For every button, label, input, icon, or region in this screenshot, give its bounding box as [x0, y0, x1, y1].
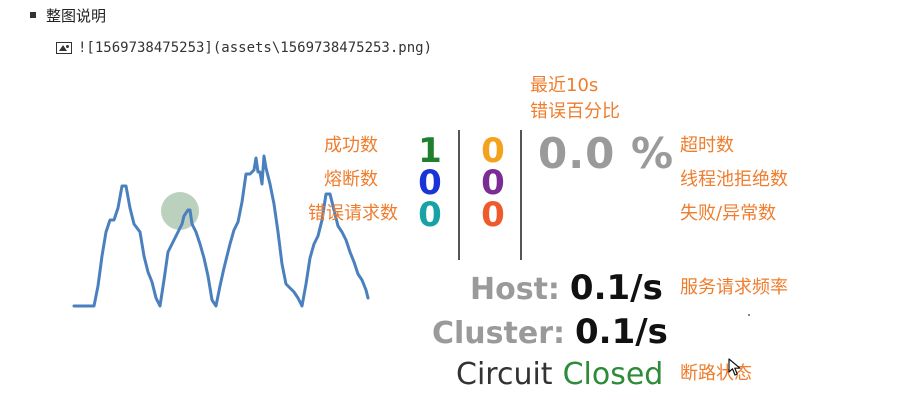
- rejected-count-value: 0: [481, 163, 505, 203]
- service-request-rate-annotation: 服务请求频率: [680, 277, 788, 298]
- mouse-pointer-icon: [728, 358, 741, 376]
- circuit-label: Circuit: [456, 357, 553, 392]
- recent-error-percent-annotation-line2: 错误百分比: [530, 101, 620, 122]
- count-divider-left: [458, 130, 460, 260]
- failure-count-value: 0: [481, 195, 505, 235]
- cluster-rate-row: Cluster: 0.1/s: [432, 312, 668, 352]
- health-circle: [161, 192, 199, 230]
- circuit-status-row: Circuit Closed: [456, 358, 663, 392]
- sparkline-path: [72, 154, 370, 308]
- list-bullet-icon: [30, 12, 36, 18]
- traffic-sparkline: [72, 154, 370, 308]
- markdown-list-item: 整图说明: [30, 6, 106, 26]
- image-markdown-text[interactable]: ![1569738475253](assets\1569738475253.pn…: [78, 40, 433, 56]
- circuit-broken-count-annotation: 熔断数: [324, 169, 378, 190]
- bad-request-count-annotation: 错误请求数: [308, 203, 398, 224]
- circuit-state: Closed: [562, 357, 664, 392]
- host-rate-value: 0.1/s: [569, 268, 663, 308]
- list-item-text: 整图说明: [46, 7, 107, 25]
- success-count-annotation: 成功数: [324, 135, 378, 156]
- success-count-value: 1: [418, 131, 442, 171]
- threadpool-rejected-annotation: 线程池拒绝数: [680, 169, 788, 190]
- short-circuited-count-value: 0: [418, 163, 442, 203]
- timeout-count-annotation: 超时数: [680, 135, 734, 156]
- error-percentage-value: 0.0 %: [538, 129, 675, 178]
- hystrix-dashboard-figure: 最近10s 错误百分比 成功数 熔断数 错误请求数 1 0 0 0 0 0 0.…: [60, 62, 908, 402]
- recent-error-percent-annotation-line1: 最近10s: [530, 75, 599, 96]
- timeout-count-value: 0: [481, 131, 505, 171]
- cluster-rate-value: 0.1/s: [575, 312, 668, 352]
- count-divider-right: [520, 130, 522, 260]
- host-rate-row: Host: 0.1/s: [470, 268, 663, 308]
- markdown-image-reference[interactable]: ![1569738475253](assets\1569738475253.pn…: [56, 38, 432, 58]
- bad-request-count-value: 0: [418, 195, 442, 235]
- tiny-dot-marker: [748, 314, 750, 316]
- failure-exception-annotation: 失败/异常数: [680, 203, 777, 224]
- cluster-rate-label: Cluster:: [432, 316, 565, 351]
- host-rate-label: Host:: [470, 272, 560, 307]
- image-icon: [56, 42, 72, 54]
